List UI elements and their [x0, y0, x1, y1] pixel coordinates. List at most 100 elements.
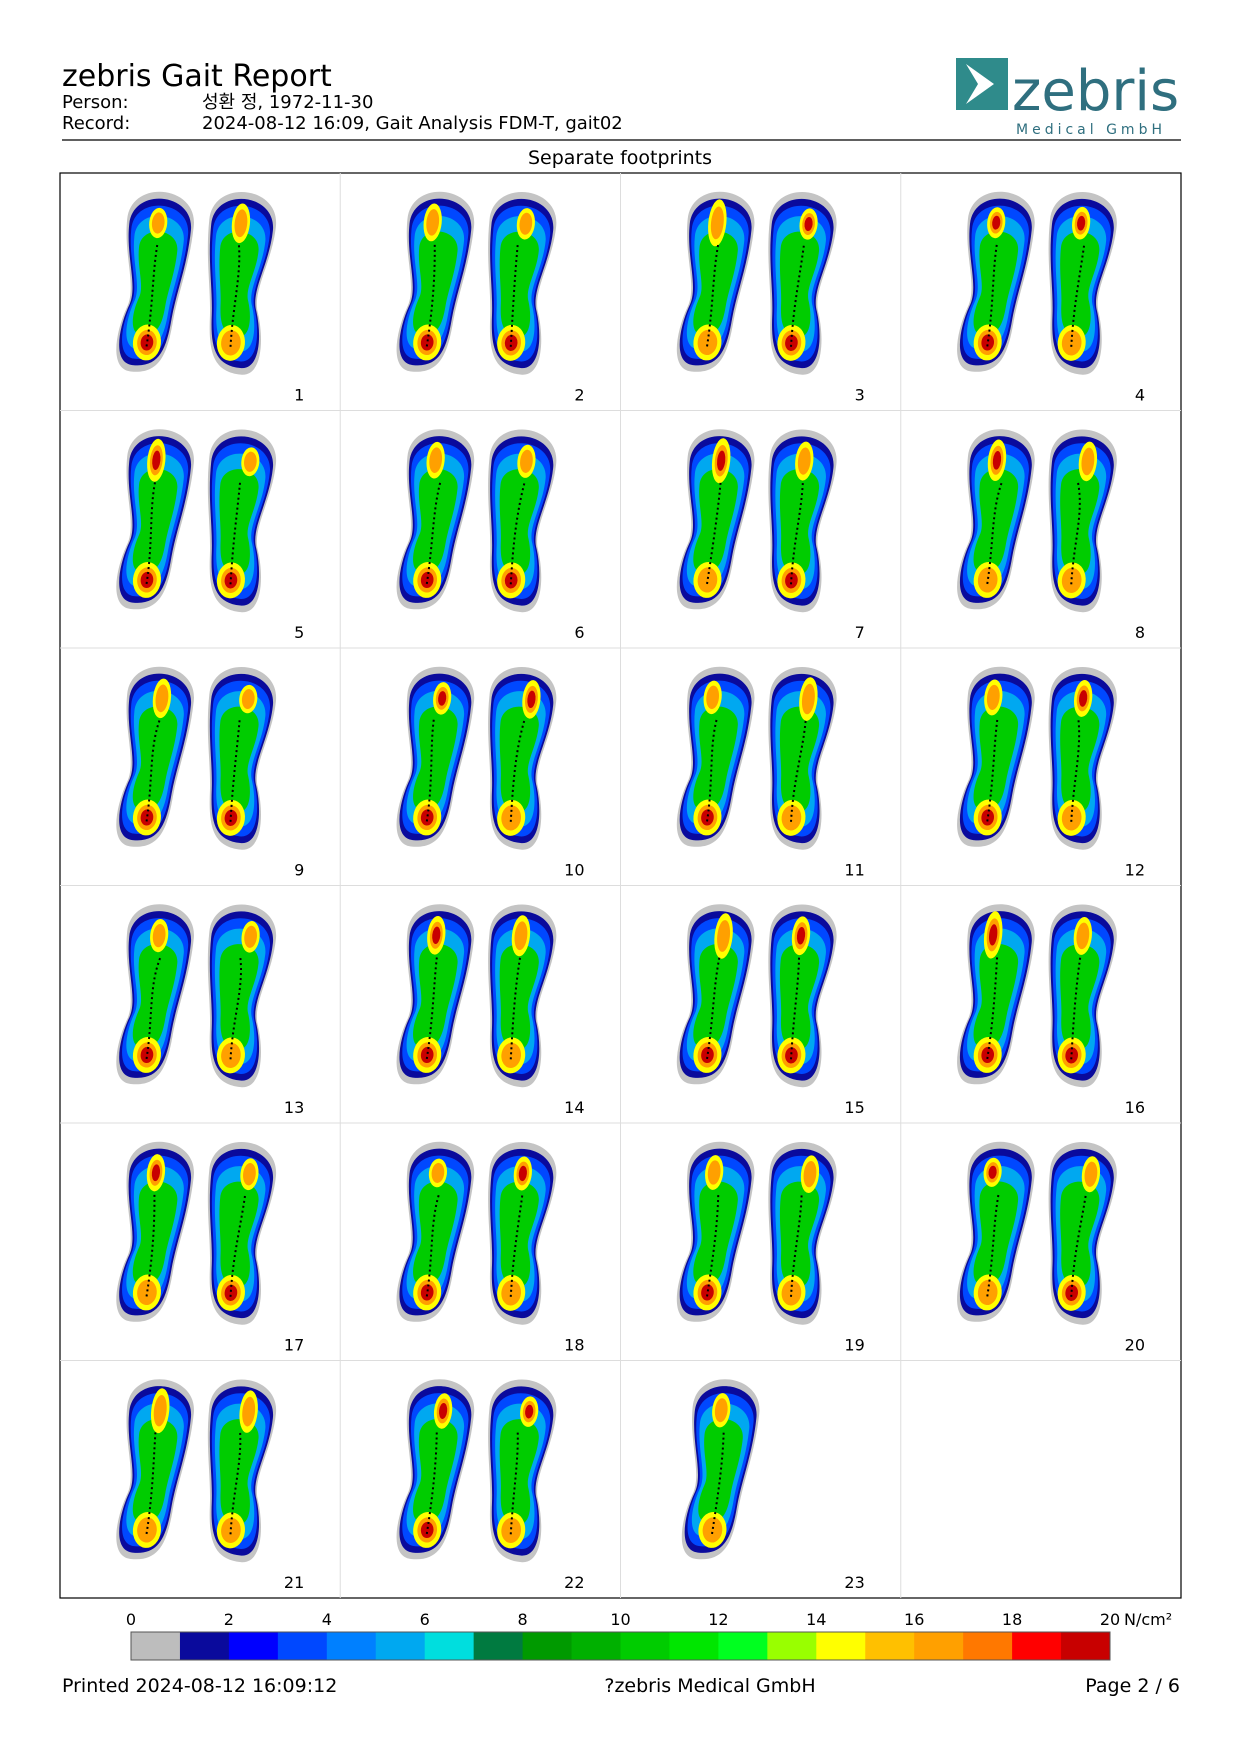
cop-trace: [145, 957, 162, 1060]
footprint: [957, 904, 1035, 1085]
pressure-zone: [1060, 706, 1100, 812]
pressure-spot: [1079, 690, 1088, 707]
pressure-zone: [413, 1419, 458, 1523]
pressure-spot: [243, 1163, 256, 1186]
cop-trace: [425, 482, 442, 585]
footprint-cell: 14: [396, 904, 585, 1117]
footprint-cell: 13: [116, 904, 304, 1117]
scale-tick-label: 6: [420, 1610, 430, 1629]
footprint-cell: 2: [396, 191, 585, 405]
footprint: [1048, 429, 1117, 613]
cop-trace: [790, 482, 804, 585]
pressure-spot: [501, 805, 522, 831]
pressure-zone: [219, 944, 259, 1049]
footprint-cell: 16: [957, 904, 1145, 1117]
pressure-spot: [518, 1165, 527, 1182]
pressure-zone: [1060, 231, 1100, 337]
pressure-zone: [1060, 469, 1100, 574]
cop-trace: [145, 1432, 157, 1535]
pressure-spot: [706, 685, 720, 710]
cop-trace: [706, 719, 718, 822]
footprint: [488, 1141, 557, 1325]
pressure-spot: [804, 216, 813, 232]
pressure-spot: [981, 809, 995, 826]
pressure-spot: [785, 334, 798, 351]
cop-trace: [706, 482, 722, 585]
cop-trace: [145, 1194, 156, 1297]
footprint-cell: 19: [676, 1141, 865, 1355]
pressure-spot: [221, 1517, 241, 1543]
logo-subtitle: Medical GmbH: [1016, 122, 1166, 138]
pressure-spot: [420, 571, 434, 589]
cop-trace: [145, 719, 161, 822]
scale-swatch: [914, 1632, 964, 1660]
pressure-spot: [519, 212, 533, 235]
footprint: [676, 191, 755, 372]
cop-trace: [145, 244, 159, 347]
footprint: [116, 666, 194, 847]
pressure-zone: [973, 944, 1019, 1048]
footprint-cell: 6: [396, 429, 585, 642]
pressure-zone: [132, 1419, 178, 1523]
pressure-zone: [698, 1419, 743, 1523]
footprint: [768, 191, 837, 375]
cell-number: 13: [284, 1098, 304, 1117]
footprint: [957, 1141, 1035, 1322]
pressure-spot: [501, 1280, 522, 1306]
cop-trace: [229, 245, 241, 347]
pressure-spot: [1077, 215, 1086, 231]
scale-swatch: [767, 1632, 817, 1660]
footprint: [768, 429, 837, 613]
pressure-zone: [693, 944, 738, 1048]
cell-number: 18: [564, 1336, 584, 1355]
pressure-spot: [501, 1517, 522, 1543]
pressure-spot: [420, 1046, 434, 1064]
pressure-spot: [525, 1404, 534, 1419]
footprint: [116, 1379, 194, 1560]
cop-trace: [509, 957, 521, 1060]
cop-trace: [790, 720, 807, 822]
scale-unit: N/cm²: [1124, 1610, 1172, 1629]
pressure-spot: [697, 329, 718, 356]
footprint-cell: 23: [681, 1379, 865, 1592]
pressure-spot: [152, 450, 161, 470]
scale-tick-label: 10: [610, 1610, 630, 1629]
pressure-zone: [973, 231, 1019, 335]
cop-trace: [1070, 957, 1082, 1060]
pressure-spot: [1076, 922, 1090, 950]
logo-name: zebris: [1012, 59, 1179, 124]
scale-swatch: [571, 1632, 621, 1660]
pressure-spot: [801, 683, 815, 715]
cop-trace: [711, 1432, 725, 1535]
pressure-spot: [989, 924, 998, 946]
cop-trace: [425, 957, 438, 1060]
record-value: 2024-08-12 16:09, Gait Analysis FDM-T, g…: [202, 113, 623, 134]
cop-trace: [986, 482, 1003, 585]
footprint: [957, 429, 1035, 610]
pressure-spot: [243, 451, 257, 472]
cop-trace: [509, 482, 526, 585]
cop-trace: [790, 957, 801, 1060]
pressure-zone: [1060, 944, 1100, 1049]
cop-trace: [425, 244, 436, 347]
footprint-cell: 5: [116, 429, 304, 642]
footprint-cell: 7: [676, 429, 865, 642]
footprint: [116, 191, 194, 372]
pressure-spot: [717, 450, 726, 471]
pressure-spot: [420, 334, 434, 351]
footprint-cell: 9: [116, 666, 304, 880]
footprint: [488, 191, 557, 375]
pressure-spot: [785, 1047, 798, 1064]
footprint-cell: 4: [957, 191, 1145, 405]
cell-number: 23: [844, 1573, 864, 1592]
scale-tick-label: 18: [1002, 1610, 1022, 1629]
pressure-spot: [504, 334, 518, 351]
pressure-spot: [431, 1162, 445, 1183]
pressure-zone: [132, 469, 178, 573]
scale-tick-label: 2: [224, 1610, 234, 1629]
pressure-spot: [432, 926, 441, 944]
pressure-zone: [693, 1181, 738, 1285]
cell-number: 8: [1135, 623, 1145, 642]
pressure-spot: [221, 1042, 241, 1068]
cop-trace: [1070, 1195, 1087, 1297]
